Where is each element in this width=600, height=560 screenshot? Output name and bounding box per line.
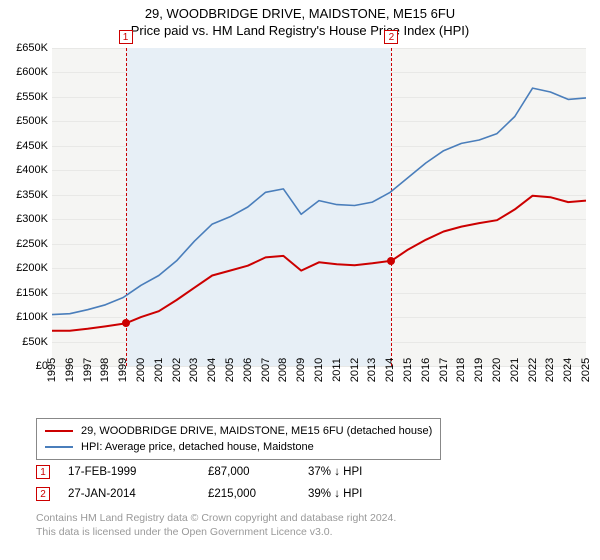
legend-item: 29, WOODBRIDGE DRIVE, MAIDSTONE, ME15 6F…: [45, 423, 432, 439]
sale-badge: 2: [36, 487, 50, 501]
x-tick: 2010: [313, 358, 325, 382]
x-tick: 1997: [82, 358, 94, 382]
x-tick: 2000: [135, 358, 147, 382]
sale-delta: 39% ↓ HPI: [308, 488, 428, 500]
x-axis: 1995199619971998199920002001200220032004…: [52, 368, 586, 408]
x-tick: 2017: [438, 358, 450, 382]
x-tick: 1995: [46, 358, 58, 382]
sale-point: [122, 319, 130, 327]
x-tick: 2013: [366, 358, 378, 382]
y-tick: £500K: [16, 115, 48, 127]
x-tick: 2016: [420, 358, 432, 382]
legend-item: HPI: Average price, detached house, Maid…: [45, 439, 432, 455]
y-tick: £450K: [16, 140, 48, 152]
x-tick: 2009: [295, 358, 307, 382]
sale-date: 17-FEB-1999: [68, 466, 208, 478]
y-tick: £100K: [16, 311, 48, 323]
y-tick: £250K: [16, 238, 48, 250]
sale-marker-badge: 1: [119, 30, 133, 44]
x-tick: 2023: [544, 358, 556, 382]
footer-line2: This data is licensed under the Open Gov…: [36, 526, 586, 540]
x-tick: 2003: [188, 358, 200, 382]
legend-swatch: [45, 430, 73, 432]
footer-line1: Contains HM Land Registry data © Crown c…: [36, 512, 586, 526]
title-subtitle: Price paid vs. HM Land Registry's House …: [0, 23, 600, 38]
sale-marker-line: [126, 48, 127, 366]
x-tick: 2008: [277, 358, 289, 382]
x-tick: 2019: [473, 358, 485, 382]
x-tick: 2007: [260, 358, 272, 382]
y-tick: £650K: [16, 42, 48, 54]
y-tick: £550K: [16, 91, 48, 103]
chart: £0£50K£100K£150K£200K£250K£300K£350K£400…: [0, 48, 600, 408]
legend-label: HPI: Average price, detached house, Maid…: [81, 441, 314, 453]
x-tick: 2022: [527, 358, 539, 382]
title-address: 29, WOODBRIDGE DRIVE, MAIDSTONE, ME15 6F…: [0, 6, 600, 21]
y-tick: £50K: [22, 336, 48, 348]
x-tick: 2025: [580, 358, 592, 382]
y-tick: £350K: [16, 189, 48, 201]
legend: 29, WOODBRIDGE DRIVE, MAIDSTONE, ME15 6F…: [36, 418, 441, 460]
sale-row: 2 27-JAN-2014£215,00039% ↓ HPI: [36, 484, 428, 504]
x-tick: 2012: [349, 358, 361, 382]
sale-badge: 1: [36, 465, 50, 479]
y-tick: £400K: [16, 164, 48, 176]
y-axis: £0£50K£100K£150K£200K£250K£300K£350K£400…: [0, 48, 52, 366]
x-tick: 2018: [455, 358, 467, 382]
sale-row: 1 17-FEB-1999£87,00037% ↓ HPI: [36, 462, 428, 482]
y-tick: £600K: [16, 66, 48, 78]
plot-area: 12: [52, 48, 586, 366]
x-tick: 2006: [242, 358, 254, 382]
y-tick: £300K: [16, 213, 48, 225]
y-tick: £150K: [16, 287, 48, 299]
sale-delta: 37% ↓ HPI: [308, 466, 428, 478]
x-tick: 2004: [206, 358, 218, 382]
sale-date: 27-JAN-2014: [68, 488, 208, 500]
sale-price: £87,000: [208, 466, 308, 478]
x-tick: 2021: [509, 358, 521, 382]
sale-marker-badge: 2: [384, 30, 398, 44]
y-tick: £200K: [16, 262, 48, 274]
x-tick: 2014: [384, 358, 396, 382]
shaded-holding-period: [126, 48, 392, 366]
x-tick: 2005: [224, 358, 236, 382]
x-tick: 2024: [562, 358, 574, 382]
x-tick: 2015: [402, 358, 414, 382]
sale-marker-line: [391, 48, 392, 366]
sale-price: £215,000: [208, 488, 308, 500]
legend-label: 29, WOODBRIDGE DRIVE, MAIDSTONE, ME15 6F…: [81, 425, 432, 437]
x-tick: 2001: [153, 358, 165, 382]
footer: Contains HM Land Registry data © Crown c…: [36, 512, 586, 539]
sale-point: [387, 257, 395, 265]
x-tick: 1998: [99, 358, 111, 382]
legend-swatch: [45, 446, 73, 448]
x-tick: 1999: [117, 358, 129, 382]
sales-table: 1 17-FEB-1999£87,00037% ↓ HPI 2 27-JAN-2014…: [36, 462, 428, 506]
x-tick: 1996: [64, 358, 76, 382]
x-tick: 2020: [491, 358, 503, 382]
x-tick: 2002: [171, 358, 183, 382]
x-tick: 2011: [331, 358, 343, 382]
